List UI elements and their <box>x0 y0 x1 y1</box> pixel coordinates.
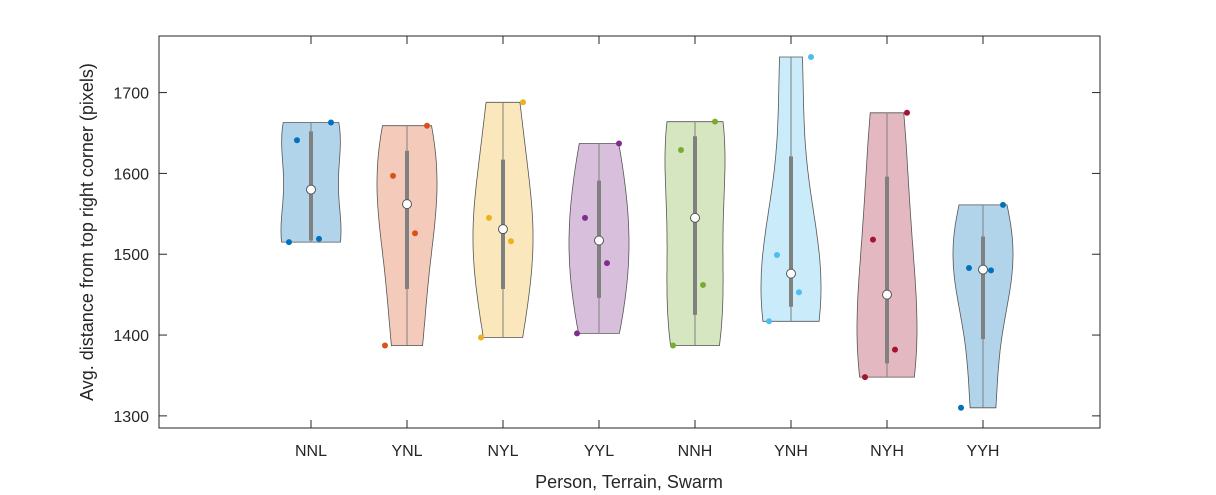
y-tick-label: 1700 <box>113 86 149 103</box>
data-point <box>486 214 492 221</box>
data-point <box>390 172 396 179</box>
data-point <box>520 99 526 106</box>
median-marker <box>402 199 412 210</box>
x-tick-label: NNL <box>295 443 327 460</box>
x-tick-label: YYH <box>967 443 1000 460</box>
data-point <box>294 137 300 144</box>
y-axis-ticks: 1300 1400 1500 1600 1700 <box>113 86 1100 426</box>
data-point <box>582 214 588 221</box>
data-point <box>712 118 718 125</box>
data-point <box>958 404 964 411</box>
x-tick-label: YYL <box>584 443 614 460</box>
median-marker <box>594 235 604 246</box>
data-point <box>678 146 684 153</box>
median-marker <box>306 184 316 195</box>
x-axis-ticks: NNL YNL NYL YYL NNH YNH NYH YYH <box>295 36 999 460</box>
data-point <box>424 122 430 129</box>
data-point <box>670 342 676 349</box>
median-marker <box>690 212 700 223</box>
data-point <box>328 119 334 126</box>
x-tick-label: NYL <box>487 443 518 460</box>
data-point <box>862 374 868 381</box>
data-point <box>808 54 814 61</box>
data-point <box>616 140 622 147</box>
y-axis-label: Avg. distance from top right corner (pix… <box>77 63 97 401</box>
data-point <box>286 239 292 246</box>
data-point <box>412 230 418 237</box>
x-tick-label: NNH <box>678 443 713 460</box>
data-point <box>988 267 994 274</box>
data-point <box>966 264 972 271</box>
median-marker <box>498 224 508 235</box>
data-point <box>382 342 388 349</box>
data-point <box>508 238 514 245</box>
median-marker <box>786 268 796 279</box>
y-tick-label: 1500 <box>113 247 149 264</box>
plot-area <box>158 35 1101 429</box>
y-tick-label: 1400 <box>113 328 149 345</box>
data-point <box>766 318 772 325</box>
y-tick-label: 1600 <box>113 166 149 183</box>
data-point <box>796 289 802 296</box>
data-point <box>904 109 910 116</box>
data-point <box>604 260 610 267</box>
data-point <box>316 235 322 242</box>
data-point <box>870 236 876 243</box>
x-axis-label: Person, Terrain, Swarm <box>535 472 723 492</box>
violin-group <box>280 54 1014 411</box>
data-point <box>574 330 580 337</box>
data-point <box>892 346 898 353</box>
median-marker <box>882 289 892 300</box>
data-point <box>700 281 706 288</box>
data-point <box>774 252 780 259</box>
data-point <box>1000 201 1006 208</box>
x-tick-label: YNH <box>774 443 808 460</box>
y-tick-label: 1300 <box>113 409 149 426</box>
x-tick-label: NYH <box>870 443 904 460</box>
median-marker <box>978 264 988 275</box>
x-tick-label: YNL <box>391 443 422 460</box>
data-point <box>478 334 484 341</box>
